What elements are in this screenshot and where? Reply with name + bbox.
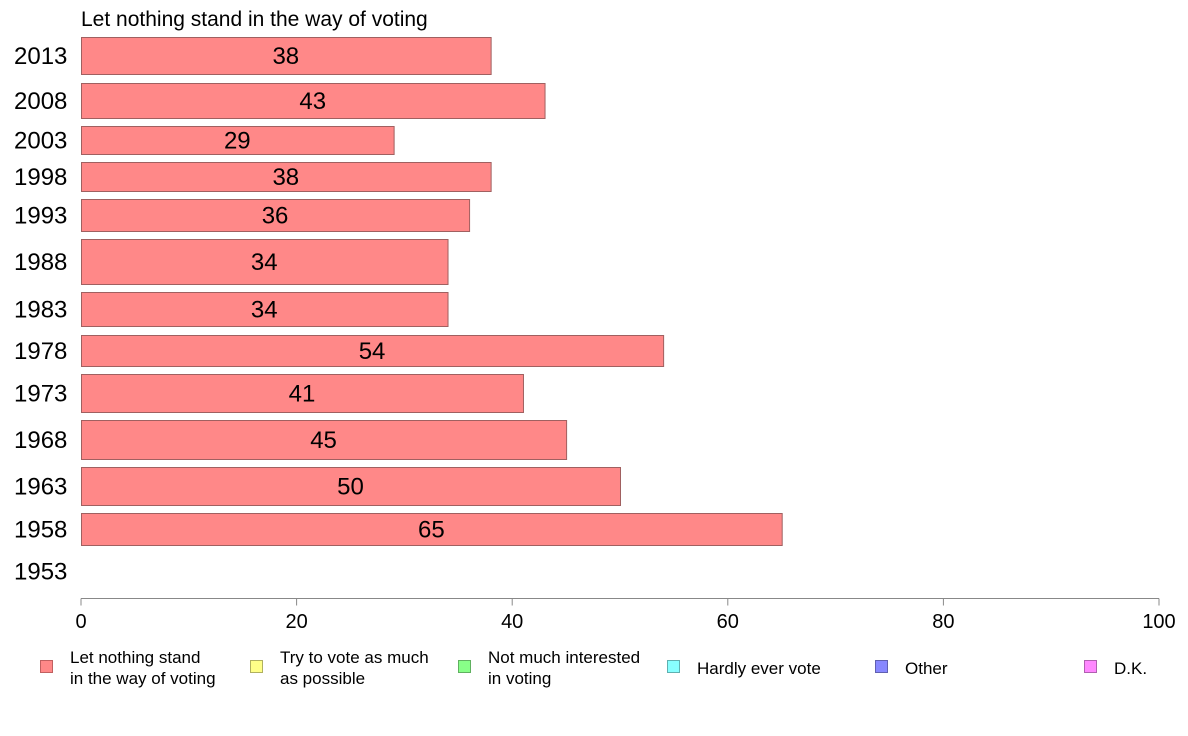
bar xyxy=(81,199,471,232)
bar xyxy=(81,126,395,155)
legend-entry: Not much interested in voting xyxy=(458,648,640,688)
bar xyxy=(81,83,546,119)
legend-label: as possible xyxy=(280,669,365,688)
bar-value-label: 34 xyxy=(251,297,278,324)
bar-value-label: 41 xyxy=(289,381,316,408)
category-label: 1963 xyxy=(14,474,67,501)
bar xyxy=(81,513,783,546)
legend-swatch xyxy=(1084,660,1097,673)
bar-value-label: 50 xyxy=(337,474,364,501)
bar xyxy=(81,162,492,192)
legend-label: Not much interested xyxy=(488,648,640,667)
category-label: 1988 xyxy=(14,249,67,276)
bar-value-label: 45 xyxy=(310,427,337,454)
x-tick-label: 60 xyxy=(717,611,739,633)
bar-value-label: 38 xyxy=(272,43,299,70)
bar xyxy=(81,37,492,75)
bar-value-label: 38 xyxy=(272,164,299,191)
legend-label: Try to vote as much xyxy=(280,648,429,667)
category-label: 2008 xyxy=(14,88,67,115)
bar-value-label: 29 xyxy=(224,128,251,155)
legend-swatch xyxy=(40,660,53,673)
bar-value-label: 54 xyxy=(359,338,386,365)
category-label: 1993 xyxy=(14,203,67,230)
x-tick-label: 0 xyxy=(75,611,86,633)
category-label: 1968 xyxy=(14,427,67,454)
legend-label: in voting xyxy=(488,669,551,688)
category-label: 2003 xyxy=(14,128,67,155)
x-tick-label: 80 xyxy=(932,611,954,633)
legend-label: in the way of voting xyxy=(70,669,216,688)
legend-label: Other xyxy=(905,659,948,678)
legend-swatch xyxy=(667,660,680,673)
category-label: 1978 xyxy=(14,338,67,365)
bar-value-label: 34 xyxy=(251,249,278,276)
legend-entry: Let nothing stand in the way of voting xyxy=(40,648,216,688)
bar xyxy=(81,374,524,413)
legend-swatch xyxy=(875,660,888,673)
bar xyxy=(81,292,449,327)
category-label: 1953 xyxy=(14,559,67,586)
legend-entry: D.K. xyxy=(1084,659,1147,678)
legend-entry: Try to vote as much as possible xyxy=(250,648,429,688)
bar-value-label: 65 xyxy=(418,517,445,544)
legend-entry: Other xyxy=(875,659,948,678)
legend-label: Let nothing stand xyxy=(70,648,200,667)
category-label: 1998 xyxy=(14,164,67,191)
legend-swatch xyxy=(250,660,263,673)
legend-label: D.K. xyxy=(1114,659,1147,678)
chart-title: Let nothing stand in the way of voting xyxy=(81,8,428,31)
legend-swatch xyxy=(458,660,471,673)
legend-label: Hardly ever vote xyxy=(697,659,821,678)
bar xyxy=(81,467,621,506)
category-label: 1983 xyxy=(14,297,67,324)
x-tick-label: 40 xyxy=(501,611,523,633)
bar-value-label: 43 xyxy=(299,88,326,115)
x-tick-label: 20 xyxy=(285,611,307,633)
legend: Let nothing stand in the way of voting Try… xyxy=(40,648,1147,688)
category-label: 1973 xyxy=(14,381,67,408)
category-labels: 2013 2008 2003 1998 1993 1988 1983 1978 1973 1968… xyxy=(14,43,67,586)
bar-value-label: 36 xyxy=(262,203,289,230)
x-tick-label: 100 xyxy=(1142,611,1175,633)
category-label: 1958 xyxy=(14,517,67,544)
legend-entry: Hardly ever vote xyxy=(667,659,821,678)
bar xyxy=(81,420,568,460)
category-label: 2013 xyxy=(14,43,67,70)
x-axis: 0 20 40 60 80 100 xyxy=(75,598,1176,633)
bar xyxy=(81,335,665,367)
bar xyxy=(81,239,449,285)
